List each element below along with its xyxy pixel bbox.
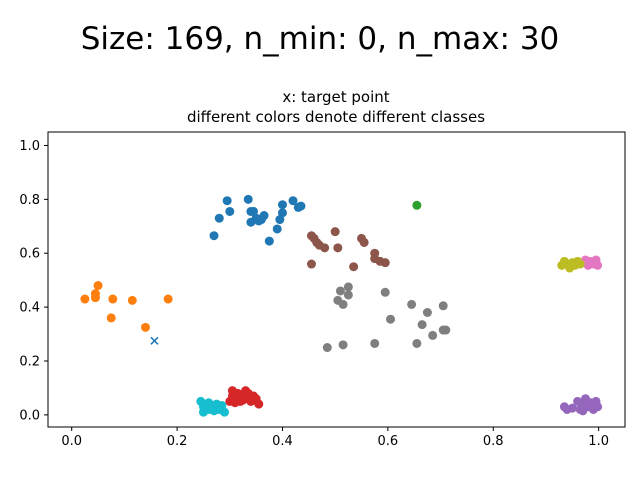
class-0-point-1 — [214, 213, 224, 223]
y-tick-label-1: 0.2 — [19, 354, 40, 369]
class-0-point-13 — [272, 224, 282, 234]
class-0-point-14 — [275, 215, 285, 225]
class-7-point-0 — [322, 343, 332, 353]
class-7-point-12 — [417, 320, 427, 330]
class-1-point-4 — [106, 313, 116, 323]
plot-points — [80, 194, 603, 417]
class-1-point-5 — [108, 294, 118, 304]
x-tick-label-5: 1.0 — [588, 434, 609, 449]
class-7-point-5 — [343, 282, 353, 292]
class-1-point-2 — [90, 289, 100, 299]
class-0-point-17 — [288, 196, 298, 206]
class-7-point-17 — [441, 325, 451, 335]
class-7-point-11 — [412, 338, 422, 348]
class-7-point-9 — [386, 314, 396, 324]
class-4-point-12 — [578, 406, 588, 416]
class-5-point-7 — [333, 243, 343, 253]
x-tick-label-0: 0.0 — [61, 434, 82, 449]
class-0-point-0 — [209, 231, 219, 241]
axes-frame — [47, 131, 626, 428]
class-1-point-3 — [93, 281, 103, 291]
class-9-point-10 — [204, 398, 214, 408]
x-tick-label-2: 0.4 — [272, 434, 293, 449]
class-2-point-0 — [412, 200, 422, 210]
class-7-point-7 — [370, 338, 380, 348]
class-0-point-16 — [277, 200, 287, 210]
y-tick-label-2: 0.4 — [19, 301, 40, 316]
class-0-point-12 — [264, 236, 274, 246]
class-1-point-7 — [140, 322, 150, 332]
class-0-point-15 — [277, 208, 287, 218]
class-1-point-8 — [163, 294, 173, 304]
class-0-point-3 — [225, 206, 235, 216]
y-tick-label-3: 0.6 — [19, 247, 40, 262]
class-3-point-14 — [230, 398, 240, 408]
class-7-point-4 — [338, 340, 348, 350]
chart-suptitle: Size: 169, n_min: 0, n_max: 30 — [81, 21, 560, 57]
x-tick-label-1: 0.2 — [167, 434, 188, 449]
y-tick-label-0: 0.0 — [19, 408, 40, 423]
class-5-point-8 — [349, 262, 359, 272]
class-5-point-6 — [330, 227, 340, 237]
class-6-point-6 — [593, 260, 603, 270]
x-tick-label-3: 0.6 — [378, 434, 399, 449]
class-7-point-6 — [343, 290, 353, 300]
y-tick-label-4: 0.8 — [19, 193, 40, 208]
x-tick-label-4: 0.8 — [483, 434, 504, 449]
class-0-point-2 — [222, 196, 232, 206]
y-tick-label-5: 1.0 — [19, 139, 40, 154]
class-1-point-6 — [127, 295, 137, 305]
x-axis: 0.0 0.2 0.4 0.6 0.8 1.0 — [61, 427, 609, 449]
class-0-point-19 — [296, 201, 306, 211]
y-axis: 0.0 0.2 0.4 0.6 0.8 1.0 — [19, 139, 48, 423]
class-0-point-11 — [259, 211, 269, 221]
class-8-point-7 — [575, 259, 585, 269]
class-7-point-8 — [380, 287, 390, 297]
class-0-point-4 — [243, 194, 253, 204]
chart-title-line-2: different colors denote different classe… — [187, 108, 485, 126]
class-5-point-10 — [359, 237, 369, 247]
class-0-point-7 — [249, 206, 259, 216]
class-3-point-13 — [254, 399, 264, 409]
class-9-point-9 — [220, 407, 230, 417]
class-7-point-15 — [438, 301, 448, 311]
class-5-point-14 — [380, 258, 390, 268]
class-7-point-14 — [428, 330, 438, 340]
chart-title-line-1: x: target point — [282, 88, 389, 106]
class-4-point-11 — [593, 402, 603, 412]
class-3-point-15 — [238, 395, 248, 405]
class-4-point-2 — [567, 403, 577, 413]
class-7-point-3 — [338, 299, 348, 309]
class-7-point-10 — [407, 299, 417, 309]
class-7-point-2 — [335, 286, 345, 296]
class-5-point-0 — [306, 259, 316, 269]
class-5-point-5 — [320, 243, 330, 253]
class-7-point-13 — [422, 308, 432, 317]
target-point-marker — [150, 336, 159, 345]
class-1-point-0 — [80, 294, 90, 304]
